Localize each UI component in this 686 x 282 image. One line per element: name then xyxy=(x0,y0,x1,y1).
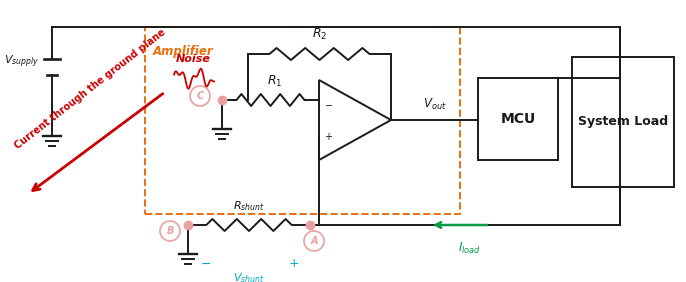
Text: A: A xyxy=(310,236,318,246)
Bar xyxy=(145,27,460,214)
Bar xyxy=(478,78,558,160)
Text: $+$: $+$ xyxy=(324,131,333,142)
Text: Current through the ground plane: Current through the ground plane xyxy=(13,27,167,151)
Text: Noise: Noise xyxy=(176,54,211,64)
Text: $I_{load}$: $I_{load}$ xyxy=(458,241,482,256)
Text: $V_{out}$: $V_{out}$ xyxy=(423,97,447,112)
Text: $R_1$: $R_1$ xyxy=(267,74,282,89)
Text: System Load: System Load xyxy=(578,116,668,129)
Text: $-$: $-$ xyxy=(324,99,333,109)
Text: $V_{shunt}$: $V_{shunt}$ xyxy=(233,271,265,282)
Text: $-$: $-$ xyxy=(200,257,211,270)
Text: $R_2$: $R_2$ xyxy=(312,27,327,42)
Text: $V_{supply}$: $V_{supply}$ xyxy=(3,54,39,70)
Bar xyxy=(572,57,674,187)
Text: MCU: MCU xyxy=(500,112,536,126)
Text: $R_{shunt}$: $R_{shunt}$ xyxy=(233,199,265,213)
Text: C: C xyxy=(196,91,204,101)
Text: Amplifier: Amplifier xyxy=(153,45,213,58)
Text: $+$: $+$ xyxy=(288,257,300,270)
Text: B: B xyxy=(166,226,174,236)
